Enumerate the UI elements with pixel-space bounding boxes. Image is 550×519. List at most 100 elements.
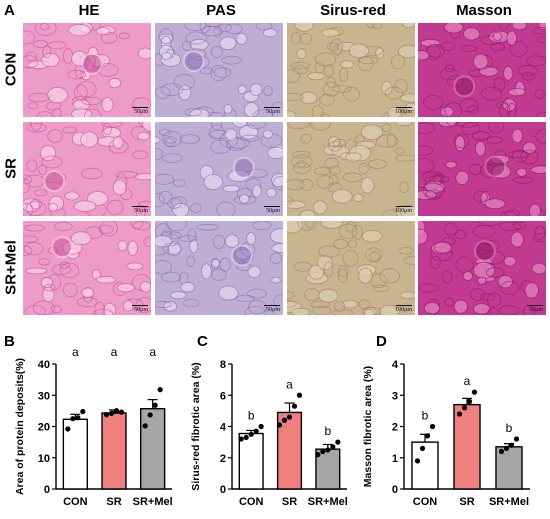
scale-bar xyxy=(264,305,280,306)
data-point xyxy=(315,452,321,458)
micrograph-sirus-red-sr: 100μm xyxy=(287,122,415,216)
x-tick-label: SR+Mel xyxy=(489,496,529,508)
data-point xyxy=(118,409,125,415)
scale-bar xyxy=(396,206,412,207)
y-tick-label: 0 xyxy=(44,484,50,496)
scale-bar xyxy=(264,107,280,108)
data-point xyxy=(281,417,288,423)
y-tick-label: 30 xyxy=(38,390,50,402)
data-point xyxy=(238,436,244,442)
panel-letter-c: C xyxy=(197,333,208,350)
chart-c: C 0 2 4 6 8 Sirus-red fibrotic area (%) b CON a SR… xyxy=(190,333,348,508)
scale-bar-label: 50μm xyxy=(134,109,148,115)
chart-d: D 0 1 2 3 4 Masson fibrotic area (%) b CON a SR b SR… xyxy=(362,333,530,508)
bar-con xyxy=(238,432,264,490)
data-point xyxy=(258,423,264,430)
bar-sr xyxy=(101,412,127,490)
scale-bar-label: 50μm xyxy=(266,109,280,115)
column-header-masson: Masson xyxy=(456,2,512,19)
scale-bar xyxy=(264,206,280,207)
y-tick-label: 6 xyxy=(220,390,226,402)
x-tick-label: CON xyxy=(413,496,438,508)
x-tick-label: SR+Mel xyxy=(308,496,348,508)
scale-bar-label: 100μm xyxy=(395,208,412,214)
column-header-pas: PAS xyxy=(206,2,236,19)
data-point xyxy=(466,398,473,405)
x-tick-label: SR xyxy=(282,496,297,508)
scale-bar-label: 50μm xyxy=(529,307,543,313)
panel-letter-d: D xyxy=(376,333,387,350)
data-point xyxy=(461,405,468,411)
y-tick-label: 2 xyxy=(220,453,226,465)
micrograph-sirus-red-con: 100μm xyxy=(287,23,415,117)
data-point xyxy=(108,410,115,416)
data-point xyxy=(503,445,510,451)
micrograph-he-sr-mel: 50μm xyxy=(23,221,151,315)
micrograph-pas-sr-mel: 50μm xyxy=(155,221,283,315)
data-point xyxy=(253,428,259,434)
significance-letter: b xyxy=(422,409,429,423)
y-tick-label: 10 xyxy=(38,453,50,465)
y-tick-label: 0 xyxy=(220,484,226,496)
significance-letter: a xyxy=(286,377,293,391)
significance-letter: b xyxy=(506,421,513,435)
scale-bar-label: 100μm xyxy=(395,109,412,115)
data-point xyxy=(75,415,81,421)
scale-bar xyxy=(132,206,148,207)
scale-bar xyxy=(527,305,543,306)
data-point xyxy=(498,448,505,455)
data-point xyxy=(248,431,254,437)
significance-letter: b xyxy=(324,424,331,438)
micrograph-he-sr: 50μm xyxy=(23,122,151,216)
panel-letter-a: A xyxy=(4,2,15,19)
data-point xyxy=(296,392,303,398)
micrograph-masson-sr-mel: 50μm xyxy=(418,221,546,315)
scale-bar-label: 50μm xyxy=(134,307,148,313)
x-tick-label: SR+Mel xyxy=(133,496,173,508)
micrograph-pas-sr: 50μm xyxy=(155,122,283,216)
x-tick-label: CON xyxy=(63,496,88,508)
y-axis-label: Sirus-red fibrotic area (%) xyxy=(190,362,202,490)
data-point xyxy=(147,412,153,418)
data-point xyxy=(70,416,76,422)
panel-letter-b: B xyxy=(4,333,15,350)
y-axis-label: Masson fibrotic area (%) xyxy=(362,366,374,487)
significance-letter: a xyxy=(149,345,156,359)
data-point xyxy=(243,434,249,441)
y-tick-label: 0 xyxy=(392,484,398,496)
data-point xyxy=(330,444,336,450)
x-tick-label: SR xyxy=(106,496,121,508)
data-point xyxy=(65,426,71,432)
scale-bar-label: 100μm xyxy=(395,307,412,313)
data-point xyxy=(471,389,478,395)
scale-bar-label: 50μm xyxy=(266,307,280,313)
significance-letter: a xyxy=(72,345,79,359)
x-tick-label: CON xyxy=(239,496,264,508)
scale-bar xyxy=(396,305,412,306)
data-point xyxy=(419,445,426,451)
data-point xyxy=(157,387,163,393)
data-point xyxy=(276,422,283,428)
y-tick-label: 2 xyxy=(392,422,398,434)
data-point xyxy=(429,423,436,430)
y-tick-label: 40 xyxy=(38,359,50,371)
scale-bar xyxy=(132,107,148,108)
data-point xyxy=(142,423,148,429)
scale-bar-label: 50μm xyxy=(266,208,280,214)
data-point xyxy=(325,447,331,453)
data-point xyxy=(286,414,293,420)
bar-sr-mel xyxy=(139,407,166,490)
micrograph-masson-sr xyxy=(418,122,546,216)
column-header-sirus-red: Sirus-red xyxy=(320,2,386,19)
scale-bar xyxy=(132,305,148,306)
data-point xyxy=(320,448,326,455)
scale-bar-label: 50μm xyxy=(134,208,148,214)
micrograph-he-con: 50μm xyxy=(23,23,151,117)
data-point xyxy=(456,411,463,417)
data-point xyxy=(291,403,298,409)
data-point xyxy=(152,402,158,408)
y-tick-label: 8 xyxy=(220,359,226,371)
column-header-he: HE xyxy=(78,2,100,19)
chart-b: B 0 10 20 30 40 Area of protein deposits(%) a CO… xyxy=(4,333,173,508)
